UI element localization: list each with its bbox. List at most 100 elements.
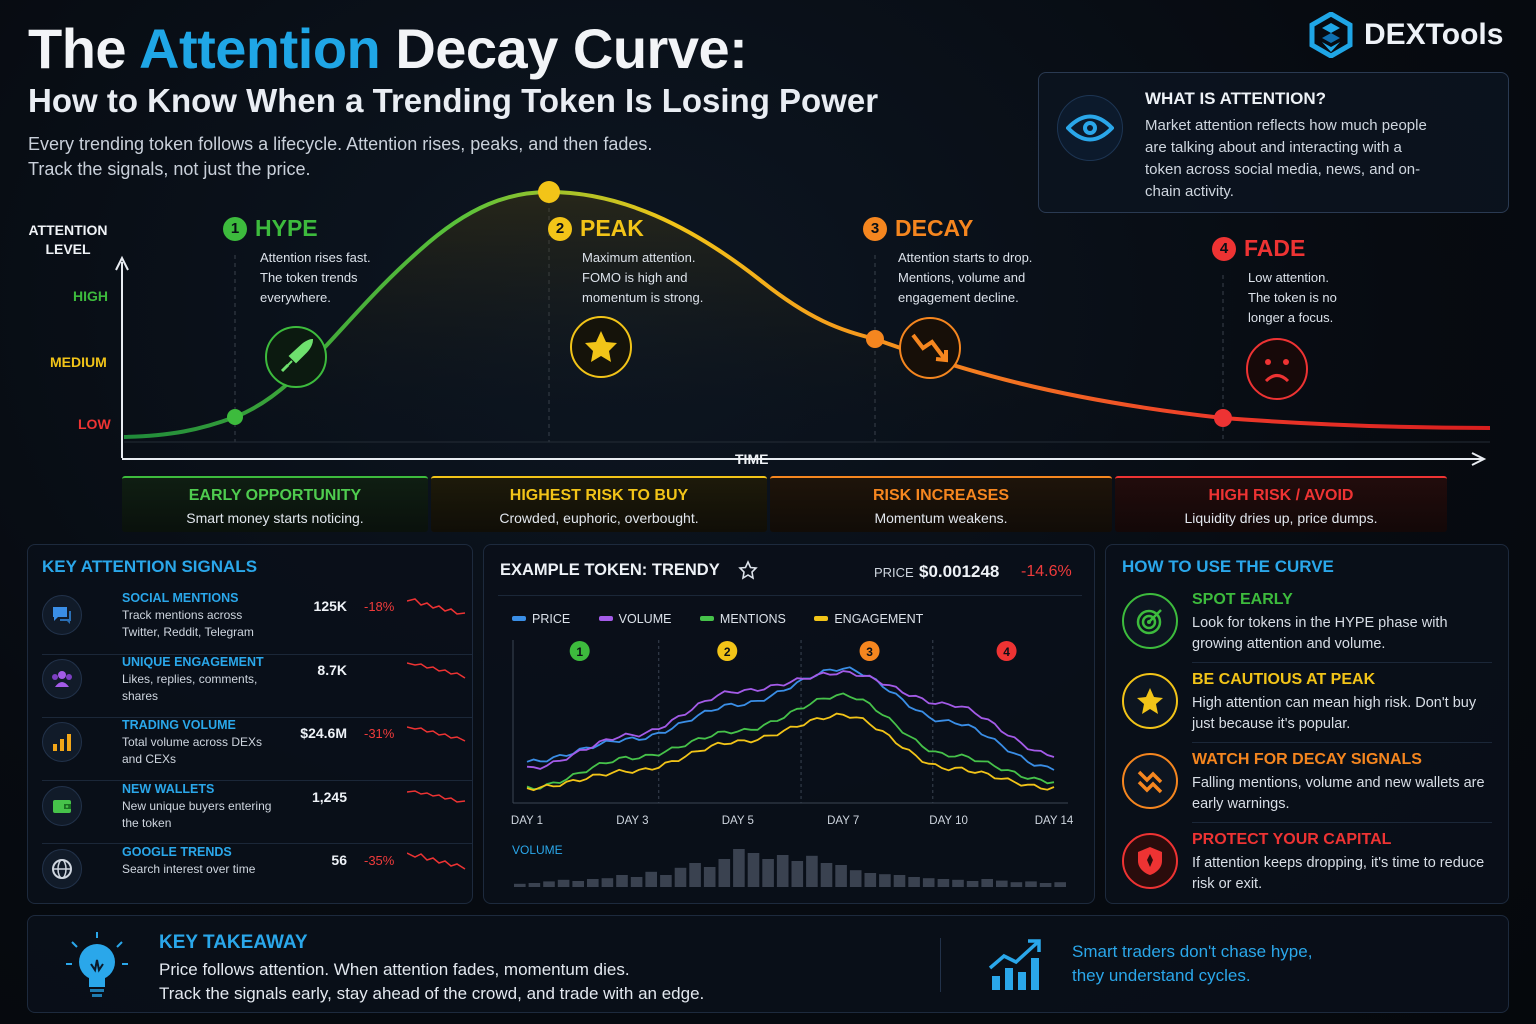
token-line-chart: 1 2 3 4 DAY 1 DAY 3 DAY 5 DAY 7 DAY 10 DAY 14 <box>511 640 1074 887</box>
what-is-attention-card: WHAT IS ATTENTION? Market attention refl… <box>1038 72 1509 213</box>
phase-marker-label: 1 <box>576 645 583 659</box>
phase-hype: 1 HYPE Attention rises fast. The token tre… <box>223 215 410 308</box>
volume-bar <box>616 875 628 887</box>
volume-bar <box>587 879 599 887</box>
x-tick-label: DAY 5 <box>722 815 754 827</box>
phase-marker-3 <box>859 641 880 661</box>
globe-icon <box>42 849 82 889</box>
lightbulb-icon <box>66 932 128 997</box>
x-tick-label: DAY 1 <box>511 815 543 827</box>
phase-decay: 3 DECAY Attention starts to drop. Mentions… <box>863 215 1068 308</box>
volume-bar <box>557 879 570 887</box>
volume-bar <box>514 883 526 887</box>
chart-legend: PRICE VOLUME MENTIONS ENGAGEMENT <box>512 608 947 626</box>
takeaway-panel: KEY TAKEAWAY Price follows attention. Wh… <box>27 915 1509 1013</box>
intro-line-2: Track the signals, not just the price. <box>28 159 311 179</box>
volume-bar <box>630 877 643 887</box>
volume-bar <box>806 855 818 887</box>
y-axis-arrow <box>115 255 129 271</box>
volume-bar <box>908 877 920 887</box>
volume-bar <box>689 863 701 887</box>
volume-bar <box>762 859 774 887</box>
phase-marker-2 <box>717 641 738 661</box>
phase-marker-label: 4 <box>1003 645 1010 659</box>
star-icon <box>1122 673 1178 729</box>
x-tick-label: DAY 14 <box>1035 815 1074 827</box>
signal-row-wallets[interactable]: NEW WALLETS New unique buyers entering t… <box>42 782 472 845</box>
series-line-price <box>526 666 1055 771</box>
legend-price: PRICE <box>512 612 570 626</box>
dextools-logo[interactable]: DEXTools <box>1308 12 1503 58</box>
series-line-mentions <box>526 692 1055 791</box>
volume-bar <box>966 881 979 887</box>
rocket-icon <box>265 326 327 388</box>
price-change: -14.6% <box>1021 563 1072 580</box>
takeaway-title: KEY TAKEAWAY <box>159 932 308 953</box>
volume-bar <box>703 867 716 887</box>
volume-bar <box>1025 881 1037 887</box>
band-highest-risk: HIGHEST RISK TO BUY Crowded, euphoric, o… <box>431 476 767 532</box>
volume-bar <box>835 865 847 887</box>
sad-face-icon <box>1246 338 1308 400</box>
signal-row-engagement[interactable]: UNIQUE ENGAGEMENT Likes, replies, commen… <box>42 655 472 718</box>
level-low: LOW <box>78 416 111 432</box>
favorite-star-icon[interactable] <box>738 560 758 580</box>
phase-fade: 4 FADE Low attention. The token is no longe… <box>1212 235 1398 328</box>
signals-panel: KEY ATTENTION SIGNALS SOCIAL MENTIONS Tr… <box>27 544 473 904</box>
users-icon <box>42 659 82 699</box>
decay-arrows-icon <box>1122 753 1178 809</box>
decay-point <box>866 330 884 348</box>
page-subtitle: How to Know When a Trending Token Is Los… <box>28 82 879 119</box>
shield-icon <box>1122 833 1178 889</box>
sparkline <box>407 598 466 615</box>
volume-bar <box>893 875 906 887</box>
price-value: $0.001248 <box>919 562 1000 581</box>
x-axis-arrow <box>1471 452 1487 466</box>
x-axis-label: TIME <box>735 451 769 467</box>
volume-bar <box>572 881 584 887</box>
bar-chart-icon <box>42 722 82 762</box>
fade-point <box>1214 409 1232 427</box>
volume-bar <box>922 878 935 887</box>
signal-row-social[interactable]: SOCIAL MENTIONS Track mentions across Tw… <box>42 591 472 654</box>
target-icon <box>1122 593 1178 649</box>
band-early-opportunity: EARLY OPPORTUNITY Smart money starts not… <box>122 476 428 532</box>
signal-row-google-trends[interactable]: GOOGLE TRENDS Search interest over time … <box>42 845 472 908</box>
eye-icon <box>1057 95 1123 161</box>
legend-mentions: MENTIONS <box>699 612 786 626</box>
volume-bar <box>952 879 964 887</box>
phase-marker-4 <box>996 641 1017 661</box>
volume-bar <box>1010 882 1023 887</box>
x-tick-label: DAY 3 <box>616 815 648 827</box>
volume-bar <box>820 863 833 887</box>
intro-line-1: Every trending token follows a lifecycle… <box>28 134 653 154</box>
trend-down-icon <box>899 317 961 379</box>
wallet-icon <box>42 786 82 826</box>
signal-row-volume[interactable]: TRADING VOLUME Total volume across DEXs … <box>42 718 472 781</box>
sparkline <box>407 662 466 679</box>
legend-engagement: ENGAGEMENT <box>814 612 923 626</box>
band-risk-increases: RISK INCREASES Momentum weakens. <box>770 476 1112 532</box>
example-title: EXAMPLE TOKEN: TRENDY <box>500 561 720 579</box>
logo-text: DEXTools <box>1364 18 1504 51</box>
sparkline <box>407 852 466 870</box>
hype-point <box>227 409 243 425</box>
intro-text: Every trending token follows a lifecycle… <box>28 132 728 182</box>
title-accent: Attention <box>139 17 381 80</box>
series-line-volume <box>526 670 1055 770</box>
series-line-engagement <box>526 712 1055 792</box>
volume-bar <box>879 874 891 887</box>
attention-title: WHAT IS ATTENTION? <box>1145 89 1326 108</box>
phase-marker-label: 3 <box>866 645 873 659</box>
phase-peak: 2 PEAK Maximum attention. FOMO is high and… <box>548 215 732 308</box>
volume-bar <box>937 879 950 887</box>
volume-bar <box>645 871 657 887</box>
volume-bar <box>981 879 993 887</box>
page-title: The Attention Decay Curve: <box>28 17 748 80</box>
volume-bar <box>601 878 614 887</box>
volume-label: VOLUME <box>512 843 563 857</box>
volume-bar <box>747 853 760 887</box>
dextools-logo-icon <box>1309 12 1353 58</box>
volume-bar <box>1054 882 1066 887</box>
takeaway-text: Price follows attention. When attention … <box>159 960 705 1003</box>
